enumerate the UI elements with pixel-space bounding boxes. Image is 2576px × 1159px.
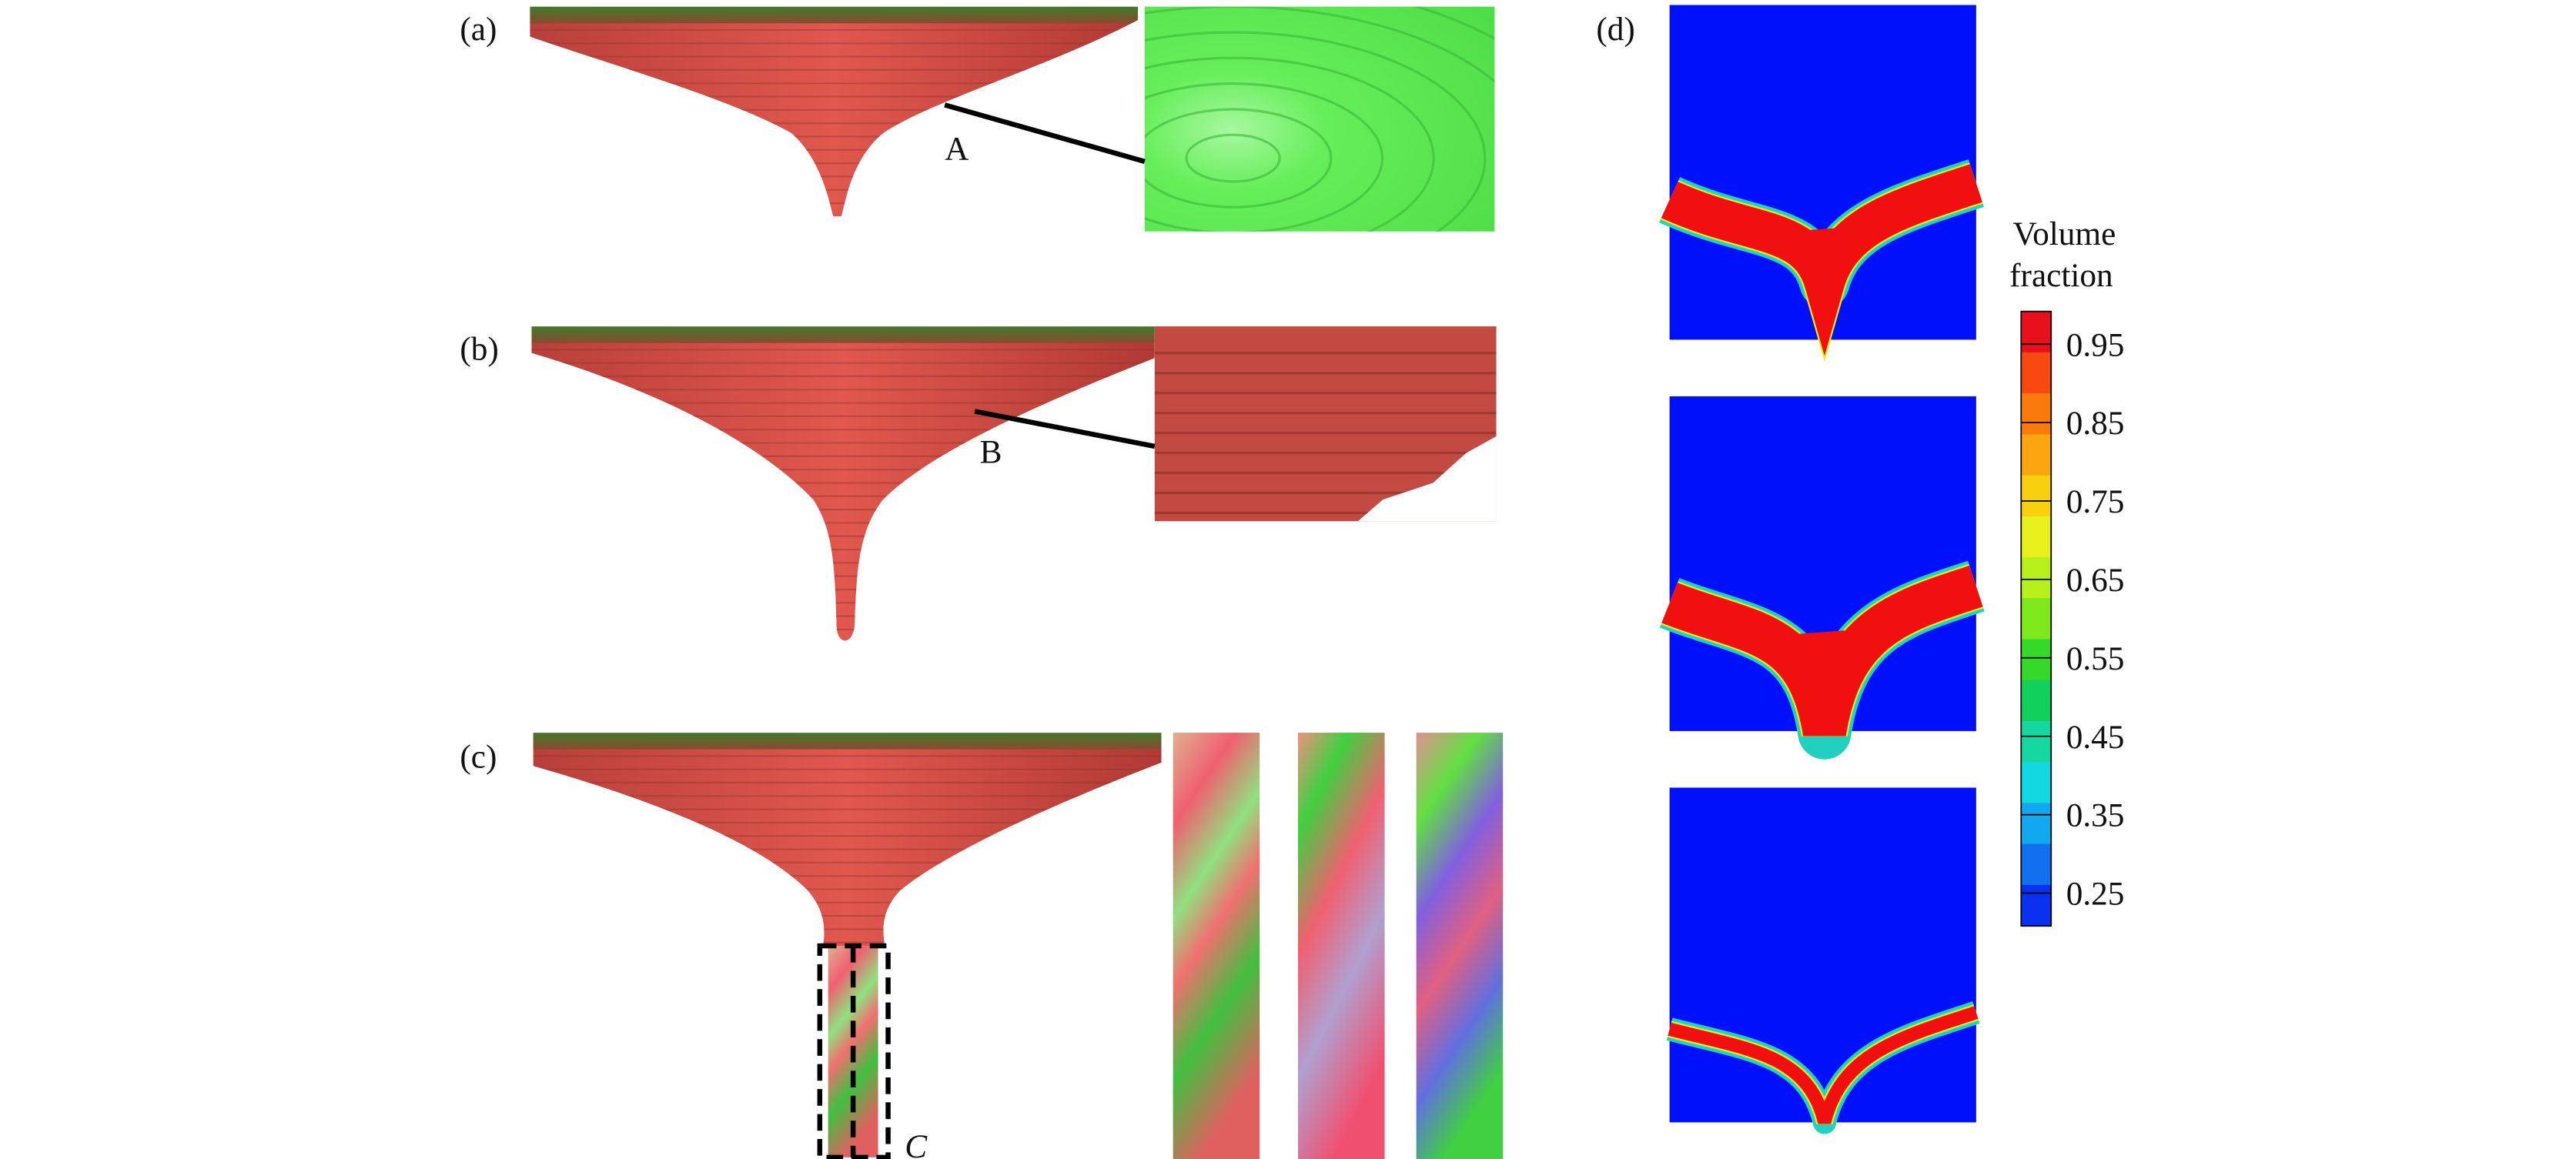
marker-label: A [945,131,969,168]
panel-label: (d) [1596,11,1634,48]
funnel [531,326,1155,641]
inset-a [1144,6,1495,232]
interface-core [1668,1006,1979,1124]
colorbar-tick-label: 0.75 [2066,483,2125,520]
colorbar-cell [2021,762,2052,804]
colorbar-cell [2021,393,2052,436]
interface-cusp [1766,627,1883,726]
colorbar-tick-label: 0.95 [2066,326,2125,363]
ring [1144,108,1333,209]
colorbar-cell [2021,598,2052,640]
ring [1144,31,1487,232]
funnel [530,6,1139,217]
funnel-body [533,733,1162,947]
colorbar-tick-label: 0.25 [2066,876,2125,913]
colorbar-tick-label: 0.55 [2066,640,2125,677]
colorbar-cell [2021,680,2052,723]
inset-strip [1416,733,1504,1159]
panel-label: (b) [460,330,498,367]
field-panel [1669,787,1976,1123]
funnel-body [530,6,1139,217]
colorbar-tick-label: 0.45 [2066,719,2125,756]
colorbar-cell [2021,434,2052,476]
leader [944,102,1146,165]
colorbar-cell [2021,516,2052,559]
colorbar-cell [2021,843,2052,886]
funnel-top [531,326,1155,343]
inset-strip [1173,733,1260,1159]
colorbar-cell [2021,639,2052,681]
leader [974,409,1156,449]
funnel-top [533,733,1162,750]
marker-label: C [905,1128,928,1159]
colorbar-cell [2021,884,2052,927]
marker-label: B [980,434,1002,471]
colorbar-tick-label: 0.65 [2066,562,2125,599]
colorbar-title: fraction [2009,257,2113,294]
panel-label: (a) [460,11,497,48]
interface-cusp [1766,225,1883,277]
colorbar-cell [2021,311,2052,353]
colorbar-tick-label: 0.85 [2066,405,2125,442]
colorbar-cell [2021,803,2052,845]
colorbar-title: Volume [2012,215,2116,252]
colorbar-cell [2021,557,2052,600]
colorbar-cell [2021,720,2052,763]
colorbar-tick-label: 0.35 [2066,797,2125,834]
ring [1144,56,1435,232]
panel-label: (c) [460,739,497,776]
funnel-body [531,326,1155,641]
ring [1144,82,1384,232]
interface-core [1661,565,1983,736]
ring [1185,133,1281,183]
inset-strip [1297,733,1385,1159]
colorbar-cell [2021,475,2052,517]
colorbar-frame [2020,310,2052,927]
colorbar-cell [2021,352,2052,395]
funnel [533,733,1162,947]
inset-cut [1357,436,1497,522]
interface-core [1661,164,1982,356]
funnel-top [530,6,1139,24]
